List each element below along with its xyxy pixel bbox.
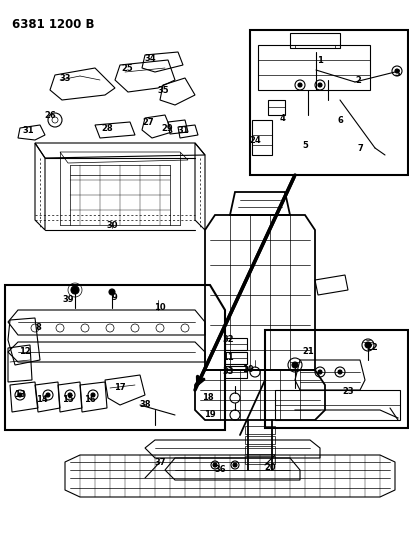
Text: 37: 37 <box>154 458 165 467</box>
Circle shape <box>213 463 216 467</box>
Text: 35: 35 <box>157 85 169 94</box>
Bar <box>249 30 407 175</box>
Text: 27: 27 <box>142 117 153 126</box>
Text: 10: 10 <box>154 303 165 312</box>
Circle shape <box>317 83 321 87</box>
Circle shape <box>232 463 236 467</box>
Text: 17: 17 <box>114 384 126 392</box>
Text: 24: 24 <box>249 135 260 144</box>
Text: 7: 7 <box>356 143 362 152</box>
Text: 29: 29 <box>161 124 172 133</box>
Text: 22: 22 <box>365 343 377 352</box>
Circle shape <box>71 286 79 294</box>
Text: 21: 21 <box>301 348 313 357</box>
Bar <box>225 338 246 350</box>
Text: 38: 38 <box>139 400 151 409</box>
Text: 18: 18 <box>202 393 213 402</box>
Text: 6: 6 <box>336 116 342 125</box>
Text: 6381 1200 B: 6381 1200 B <box>12 18 94 31</box>
Text: 20: 20 <box>263 464 275 472</box>
Text: 14: 14 <box>36 395 48 405</box>
Circle shape <box>337 370 341 374</box>
Text: 23: 23 <box>342 387 353 397</box>
Bar <box>245 426 274 434</box>
Text: 2: 2 <box>354 76 360 85</box>
Circle shape <box>46 393 50 397</box>
Text: 26: 26 <box>44 110 56 119</box>
Text: 28: 28 <box>101 124 112 133</box>
Bar <box>225 352 246 364</box>
Circle shape <box>364 342 370 348</box>
Text: 13: 13 <box>14 391 26 400</box>
Circle shape <box>317 370 321 374</box>
Text: 8: 8 <box>35 324 41 333</box>
Circle shape <box>18 393 22 397</box>
Text: 31: 31 <box>22 125 34 134</box>
Text: 34: 34 <box>144 53 155 62</box>
Text: 16: 16 <box>84 395 96 405</box>
Text: 4: 4 <box>279 114 285 123</box>
Text: 1: 1 <box>316 55 322 64</box>
Text: 39: 39 <box>62 295 74 303</box>
Text: 25: 25 <box>121 63 133 72</box>
Text: 33: 33 <box>59 74 71 83</box>
Bar <box>245 436 274 444</box>
Text: 19: 19 <box>204 410 215 419</box>
Text: 30: 30 <box>106 221 117 230</box>
Circle shape <box>291 362 297 368</box>
Circle shape <box>68 393 72 397</box>
Text: 12: 12 <box>19 348 31 357</box>
Text: 36: 36 <box>213 465 225 474</box>
Bar <box>245 446 274 454</box>
Text: 15: 15 <box>62 395 74 405</box>
Bar <box>245 456 274 464</box>
Text: 9: 9 <box>112 293 118 302</box>
Text: 11: 11 <box>222 353 233 362</box>
Text: 32: 32 <box>222 335 233 344</box>
Bar <box>225 366 246 378</box>
Text: 31: 31 <box>177 125 189 134</box>
Text: 3: 3 <box>393 69 399 77</box>
Circle shape <box>297 83 301 87</box>
Circle shape <box>394 69 398 73</box>
Circle shape <box>109 289 115 295</box>
Circle shape <box>91 393 95 397</box>
Text: 10: 10 <box>242 366 253 375</box>
Text: 5: 5 <box>301 141 307 149</box>
Text: 33: 33 <box>222 367 233 376</box>
Bar <box>264 330 407 428</box>
